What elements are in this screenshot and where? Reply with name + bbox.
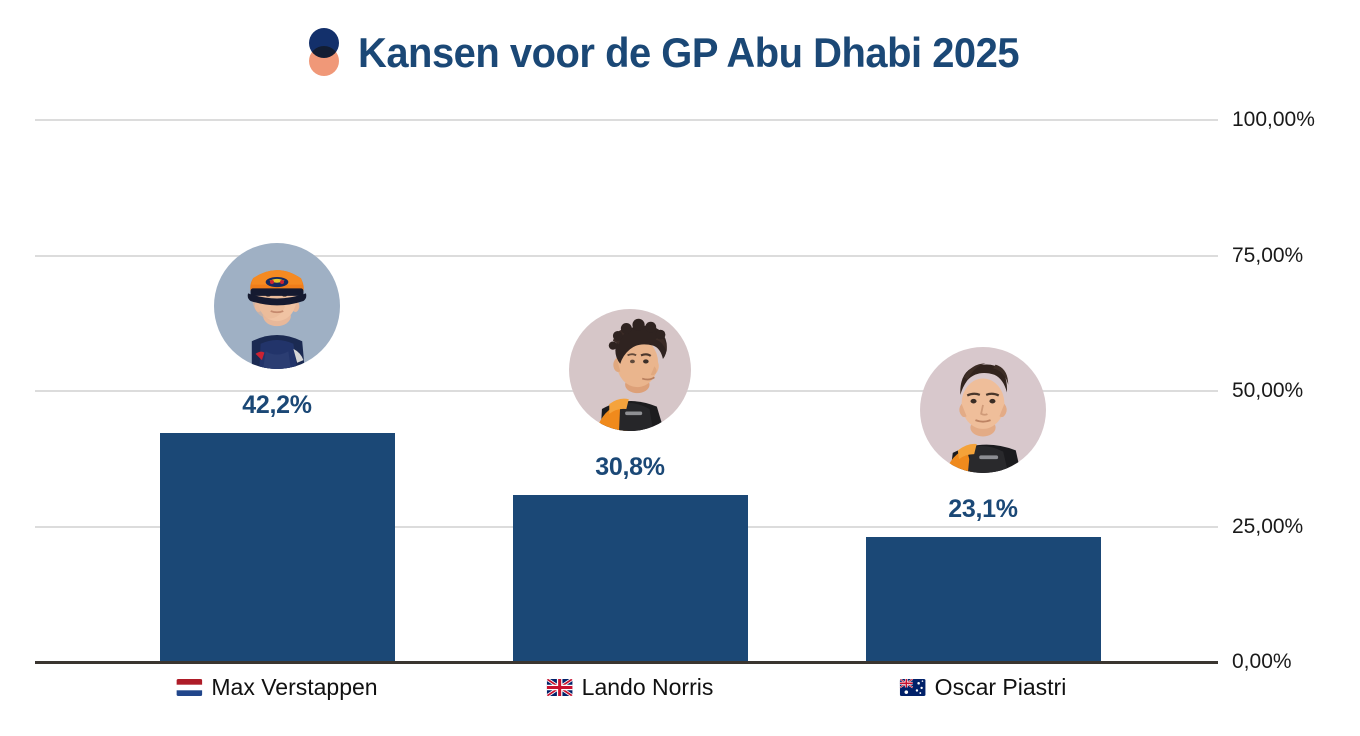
- bar[interactable]: [865, 536, 1101, 662]
- x-axis-line: [35, 661, 1218, 664]
- y-axis-tick-label: 25,00%: [1232, 514, 1304, 538]
- y-axis-tick-label: 75,00%: [1232, 243, 1304, 267]
- gridline: [35, 254, 1218, 257]
- flag-icon: [546, 679, 573, 696]
- x-axis-category-label: Lando Norris: [546, 674, 714, 701]
- x-axis-category-label: Oscar Piastri: [899, 674, 1067, 701]
- plot-area: [35, 119, 1218, 662]
- oscar-piastri-photo: [920, 346, 1046, 473]
- flag-icon: [176, 679, 203, 696]
- y-axis-tick-label: 0,00%: [1232, 650, 1292, 673]
- chart-title: Kansen voor de GP Abu Dhabi 2025: [358, 29, 1020, 76]
- logo-circle-bottom: [309, 46, 340, 76]
- bar[interactable]: [512, 495, 748, 662]
- bar-value-label: 42,2%: [242, 391, 312, 420]
- x-axis-category-label: Max Verstappen: [176, 674, 378, 701]
- lando-norris-photo: [569, 309, 691, 432]
- bar-value-label: 23,1%: [948, 494, 1018, 523]
- max-verstappen-photo: [214, 243, 340, 370]
- bar[interactable]: [159, 433, 395, 662]
- two-circles-logo-icon: [306, 24, 342, 82]
- chart-header: Kansen voor de GP Abu Dhabi 2025: [0, 24, 1360, 82]
- y-axis-tick-label: 100,00%: [1232, 108, 1315, 131]
- driver-name: Oscar Piastri: [934, 674, 1067, 700]
- bar-value-label: 30,8%: [595, 453, 665, 482]
- driver-name: Lando Norris: [581, 674, 714, 700]
- flag-icon: [899, 679, 926, 696]
- driver-name: Max Verstappen: [211, 674, 378, 700]
- y-axis-tick-label: 50,00%: [1232, 379, 1304, 402]
- gridline: [35, 119, 1218, 121]
